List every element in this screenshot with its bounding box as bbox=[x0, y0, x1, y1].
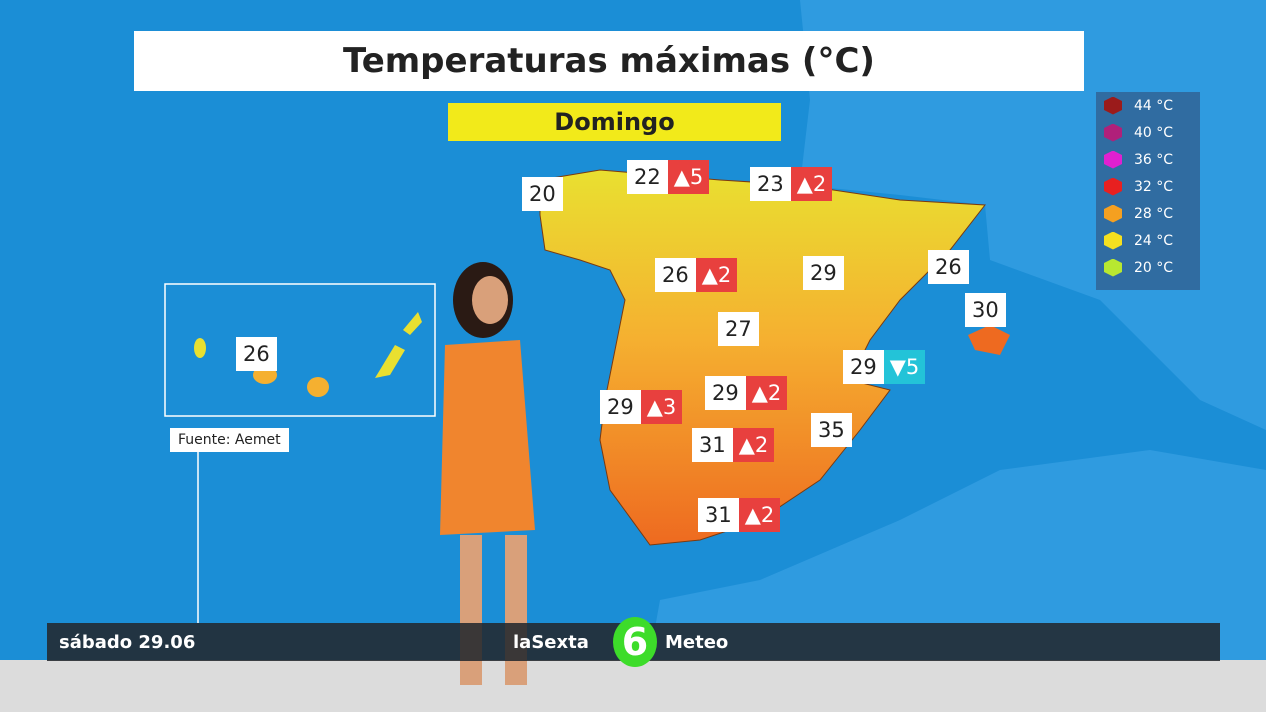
city-label: 26 bbox=[928, 250, 969, 284]
city-label: 35 bbox=[811, 413, 852, 447]
legend-entry: 36 °C bbox=[1096, 146, 1200, 173]
temp: 27 bbox=[718, 312, 759, 346]
section: Meteo bbox=[665, 632, 729, 653]
legend-label: 32 °C bbox=[1134, 178, 1174, 195]
source: Fuente: Aemet bbox=[170, 428, 289, 452]
canary-label: 26 bbox=[236, 337, 277, 371]
temp: 31 bbox=[692, 428, 733, 462]
city-label: 30 bbox=[965, 293, 1006, 327]
change: ▲2 bbox=[695, 258, 738, 292]
legend-swatch bbox=[1104, 96, 1122, 115]
legend-entry: 28 °C bbox=[1096, 200, 1200, 227]
legend-entry: 20 °C bbox=[1096, 254, 1200, 281]
change: ▼5 bbox=[883, 350, 926, 384]
legend-label: 36 °C bbox=[1134, 151, 1174, 168]
change: ▲2 bbox=[790, 167, 833, 201]
legend-entry: 44 °C bbox=[1096, 92, 1200, 119]
temp: 29 bbox=[705, 376, 746, 410]
legend-label: 40 °C bbox=[1134, 124, 1174, 141]
legend-swatch bbox=[1104, 258, 1122, 277]
legend-swatch bbox=[1104, 123, 1122, 142]
footer: sábado 29.06 laSexta 6 Meteo bbox=[47, 617, 1220, 667]
temp: 29 bbox=[843, 350, 884, 384]
brand: laSexta bbox=[513, 632, 589, 653]
logo: 6 bbox=[613, 617, 657, 667]
temp: 23 bbox=[750, 167, 791, 201]
temp: 22 bbox=[627, 160, 668, 194]
legend-swatch bbox=[1104, 231, 1122, 250]
city-label: 29 ▼5 bbox=[843, 350, 926, 384]
temp: 26 bbox=[655, 258, 696, 292]
legend-swatch bbox=[1104, 150, 1122, 169]
temp: 26 bbox=[236, 337, 277, 371]
legend-label: 44 °C bbox=[1134, 97, 1174, 114]
temp: 30 bbox=[965, 293, 1006, 327]
legend-entry: 32 °C bbox=[1096, 173, 1200, 200]
temp: 31 bbox=[698, 498, 739, 532]
change: ▲3 bbox=[640, 390, 683, 424]
legend-entry: 40 °C bbox=[1096, 119, 1200, 146]
city-label: 29 ▲2 bbox=[705, 376, 788, 410]
city-label: 29 ▲3 bbox=[600, 390, 683, 424]
city-label: 22 ▲5 bbox=[627, 160, 710, 194]
title: Temperaturas máximas (°C) bbox=[134, 31, 1084, 91]
day: Domingo bbox=[448, 103, 781, 141]
temp: 26 bbox=[928, 250, 969, 284]
legend: 44 °C 40 °C 36 °C 32 °C 28 °C 24 °C 20 °C bbox=[1096, 92, 1200, 290]
temp: 29 bbox=[803, 256, 844, 290]
city-label: 31 ▲2 bbox=[698, 498, 781, 532]
legend-entry: 24 °C bbox=[1096, 227, 1200, 254]
legend-label: 28 °C bbox=[1134, 205, 1174, 222]
city-label: 23 ▲2 bbox=[750, 167, 833, 201]
change: ▲5 bbox=[667, 160, 710, 194]
legend-swatch bbox=[1104, 177, 1122, 196]
city-label: 27 bbox=[718, 312, 759, 346]
city-label: 31 ▲2 bbox=[692, 428, 775, 462]
city-label: 29 bbox=[803, 256, 844, 290]
temp: 29 bbox=[600, 390, 641, 424]
temp: 35 bbox=[811, 413, 852, 447]
change: ▲2 bbox=[738, 498, 781, 532]
change: ▲2 bbox=[745, 376, 788, 410]
date: sábado 29.06 bbox=[59, 632, 196, 653]
legend-label: 24 °C bbox=[1134, 232, 1174, 249]
change: ▲2 bbox=[732, 428, 775, 462]
city-label: 26 ▲2 bbox=[655, 258, 738, 292]
legend-swatch bbox=[1104, 204, 1122, 223]
legend-label: 20 °C bbox=[1134, 259, 1174, 276]
temp: 20 bbox=[522, 177, 563, 211]
city-label: 20 bbox=[522, 177, 563, 211]
